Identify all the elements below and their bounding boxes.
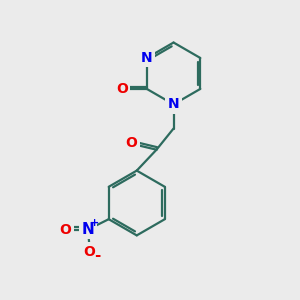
- Text: N: N: [168, 98, 179, 111]
- Text: O: O: [84, 244, 95, 259]
- Text: O: O: [59, 223, 71, 236]
- Text: +: +: [90, 218, 99, 228]
- Text: O: O: [116, 82, 128, 96]
- Text: N: N: [141, 51, 153, 65]
- Text: -: -: [94, 248, 101, 262]
- Text: O: O: [125, 136, 137, 150]
- Text: N: N: [82, 222, 94, 237]
